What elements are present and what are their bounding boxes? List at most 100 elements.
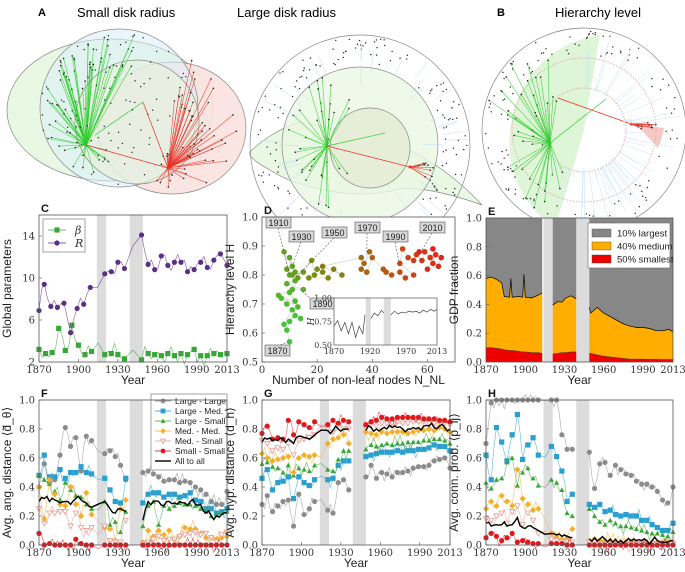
node [147,113,149,115]
node [674,96,676,99]
data-point [52,488,58,494]
node [315,64,317,67]
data-point [607,472,613,478]
data-point [81,301,87,307]
data-point [264,467,270,473]
edge [606,163,614,174]
area-10pct-largest [486,218,543,298]
annotation-leader [276,341,290,347]
node [134,80,136,82]
node [70,117,72,120]
node [636,57,638,59]
data-point [597,461,603,467]
data-point [379,449,385,455]
x-tick-label: 1990 [184,365,209,376]
node [333,62,335,65]
data-point [379,442,385,448]
data-point [612,511,619,518]
data-point [618,513,624,519]
node [445,162,448,165]
node [142,37,144,39]
node [305,179,307,181]
data-point [499,538,505,544]
data-point [219,501,225,507]
data-point [410,428,417,435]
node [42,129,44,131]
data-point [633,513,639,519]
node [309,57,312,59]
node [212,87,215,90]
data-point [569,446,575,452]
node [95,84,98,87]
node [547,59,549,62]
node [567,52,570,55]
edge [599,166,612,193]
node [442,90,444,93]
edge [620,97,665,116]
edge [585,51,588,91]
edge [623,137,674,148]
node [187,154,189,157]
data-point [649,522,655,528]
node [537,183,540,186]
data-point [62,480,68,485]
data-point [525,539,531,545]
data-point [275,480,281,486]
edge [286,171,305,182]
data-point [41,281,47,287]
node [436,189,438,192]
edge [311,145,328,167]
y-tick-label: 0.2 [19,512,35,523]
data-point [378,420,385,427]
node [500,113,503,115]
data-point [88,511,95,518]
node [45,86,48,88]
x-tick-label: 2013 [660,365,685,376]
edge [630,123,642,130]
series-mm [258,420,454,476]
node [273,184,276,187]
data-point [290,432,297,438]
data-point [159,438,167,445]
node [327,206,330,209]
data-point [324,440,331,447]
data-point [379,469,385,476]
node [391,50,393,53]
node [181,76,183,79]
data-point [111,539,119,546]
boundary-line [486,347,543,354]
data-point [106,538,114,545]
series-ms [35,505,231,551]
edge [609,160,630,186]
data-point [67,443,74,449]
node [310,165,313,168]
node [59,64,62,67]
node [348,98,350,101]
data-point [198,487,204,493]
panel-letter: D [264,205,272,217]
data-point [290,496,297,502]
data-point [218,532,226,539]
data-point [389,416,395,422]
node [533,200,535,202]
data-point [301,467,307,472]
data-point [383,269,389,275]
data-point [633,478,639,484]
x-tick-label: 1870 [26,365,51,376]
series-line [588,535,674,546]
data-point [160,428,166,434]
data-point [67,523,74,530]
node [574,43,576,45]
x-tick-label: 1870 [26,548,51,559]
data-point [122,517,130,524]
data-point [203,506,209,512]
node [64,108,67,111]
data-point [306,424,312,431]
data-point [340,477,347,483]
data-point [644,517,650,523]
area-50pct-smallest [552,351,577,362]
missing-data-band [96,215,107,362]
edge [308,87,328,147]
data-point [509,432,515,438]
